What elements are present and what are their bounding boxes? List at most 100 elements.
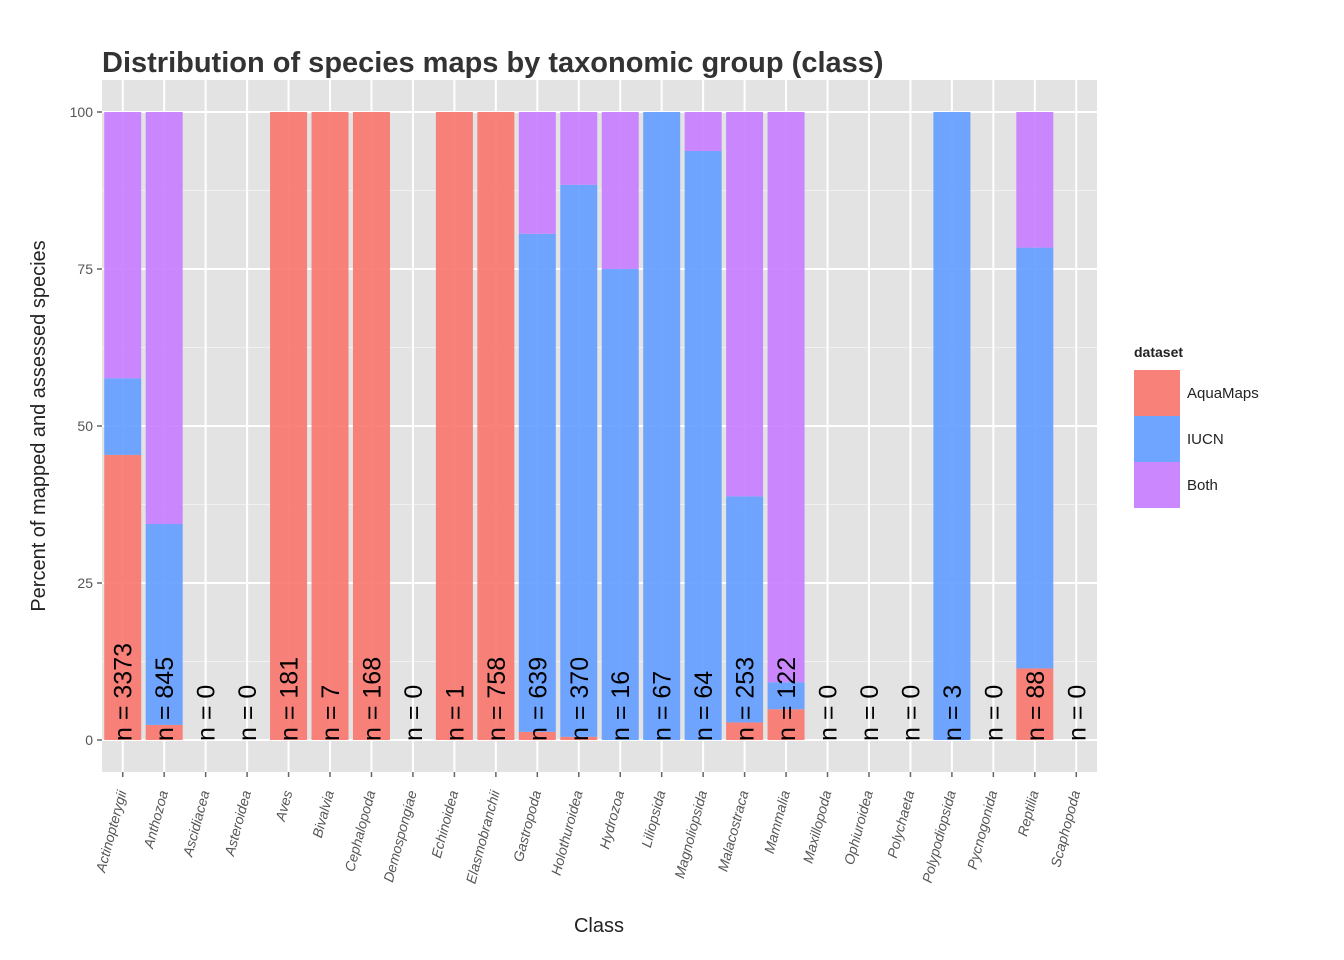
x-tick-label: Cephalopoda	[341, 788, 378, 873]
x-tick-label: Magnoliopsida	[671, 788, 710, 880]
bar-count-label: n = 0	[234, 685, 262, 741]
bar-count-label: n = 758	[483, 657, 511, 741]
bar-count-label: n = 3	[939, 685, 967, 741]
x-tick-label: Scaphopoda	[1047, 788, 1083, 868]
legend-swatch-aquamaps	[1134, 370, 1180, 416]
y-tick-label: 50	[77, 418, 93, 434]
bar-segment-both	[684, 112, 722, 151]
bar-labels: n = 3373 n = 845 n = 0 n = 0 n = 181 n = 7 n =…	[110, 643, 1092, 741]
x-tick-label: Aves	[272, 789, 296, 824]
legend-title: dataset	[1134, 344, 1183, 360]
bar-segment-aquamaps	[270, 112, 308, 740]
bar-count-label: n = 181	[276, 657, 304, 741]
legend-label-iucn: IUCN	[1187, 431, 1224, 448]
bar-count-label: n = 0	[400, 685, 428, 741]
bar-count-label: n = 253	[732, 657, 760, 741]
bar-count-label: n = 0	[815, 685, 843, 741]
y-tick-label: 75	[77, 261, 93, 277]
x-tick-label: Echinoidea	[428, 788, 461, 859]
bar-segment-aquamaps	[435, 112, 473, 740]
bar-segment-both	[104, 112, 142, 379]
bar-count-label: n = 16	[607, 671, 635, 741]
bar-segment-iucn	[767, 682, 805, 710]
x-tick-label: Liliopsida	[638, 788, 669, 849]
x-tick-label: Pycnogonida	[964, 788, 1000, 871]
y-tick-label: 0	[85, 732, 93, 748]
bar-segment-iucn	[684, 150, 722, 740]
legend: dataset AquaMaps IUCN Both	[1134, 344, 1259, 508]
x-tick-label: Elasmobranchii	[463, 788, 503, 885]
bar-segment-iucn	[726, 496, 764, 723]
x-tick-label: Bivalvia	[309, 788, 337, 839]
chart-title: Distribution of species maps by taxonomi…	[102, 47, 884, 79]
bar-count-label: n = 0	[897, 685, 925, 741]
x-tick-label: Demospongiae	[380, 788, 420, 883]
bar-segment-iucn	[643, 112, 681, 740]
x-tick-label: Asteroidea	[221, 788, 254, 858]
bar-count-label: n = 3373	[110, 643, 138, 741]
x-tick-label: Actinopterygii	[92, 788, 130, 875]
y-axis-label: Percent of mapped and assessed species	[28, 240, 50, 611]
x-tick-label: Mammalia	[761, 788, 793, 855]
legend-label-aquamaps: AquaMaps	[1187, 385, 1259, 402]
grid-minor	[102, 190, 1097, 662]
bar-segment-both	[560, 112, 598, 185]
bar-count-label: n = 0	[1063, 685, 1091, 741]
bar-count-label: n = 0	[856, 685, 884, 741]
y-axis: 0 25 50 75 100	[70, 104, 102, 748]
bar-segment-iucn	[560, 184, 598, 737]
bar-segment-aquamaps	[726, 722, 764, 740]
bar-segment-iucn	[518, 233, 556, 732]
bars	[104, 112, 1054, 740]
y-tick-label: 25	[77, 575, 93, 591]
bar-count-label: n = 0	[193, 685, 221, 741]
bar-count-label: n = 1	[441, 685, 469, 741]
bar-count-label: n = 67	[649, 671, 677, 741]
bar-count-label: n = 7	[317, 685, 345, 741]
x-tick-label: Ascidiacea	[179, 788, 212, 859]
y-tick-label: 100	[70, 104, 94, 120]
bar-count-label: n = 0	[980, 685, 1008, 741]
bar-count-label: n = 122	[773, 657, 801, 741]
bar-segment-both	[1016, 112, 1054, 248]
x-tick-label: Gastropoda	[510, 788, 544, 863]
bar-count-label: n = 168	[358, 657, 386, 741]
bar-count-label: n = 639	[524, 657, 552, 741]
x-tick-label: Malacostraca	[714, 788, 751, 873]
bar-segment-both	[767, 112, 805, 683]
bar-segment-aquamaps	[145, 724, 183, 740]
bar-segment-aquamaps	[1016, 668, 1054, 740]
bar-segment-both	[726, 112, 764, 497]
bar-count-label: n = 370	[566, 657, 594, 741]
x-axis: Actinopterygii Anthozoa Ascidiacea Asteroid…	[92, 772, 1083, 885]
bar-segment-aquamaps	[560, 736, 598, 740]
bar-segment-aquamaps	[518, 731, 556, 740]
bar-segment-both	[601, 112, 639, 269]
x-tick-label: Polypodiopsida	[919, 788, 959, 884]
x-tick-label: Anthozoa	[140, 788, 171, 850]
bar-segment-aquamaps	[767, 709, 805, 740]
x-tick-label: Polychaeta	[884, 788, 917, 859]
bar-segment-aquamaps	[477, 112, 515, 740]
bar-segment-aquamaps	[352, 112, 390, 740]
x-tick-label: Hydrozoa	[596, 788, 627, 850]
bar-count-label: n = 64	[690, 671, 718, 741]
bar-segment-iucn	[145, 523, 183, 725]
x-axis-label: Class	[574, 915, 624, 937]
bar-segment-aquamaps	[104, 454, 142, 740]
bar-segment-both	[518, 112, 556, 234]
legend-label-both: Both	[1187, 477, 1218, 494]
bar-segment-iucn	[1016, 247, 1054, 669]
x-tick-label: Maxillopoda	[800, 788, 835, 865]
bar-count-label: n = 88	[1022, 671, 1050, 741]
bar-segment-both	[145, 112, 183, 524]
legend-swatch-iucn	[1134, 416, 1180, 462]
legend-items: AquaMaps IUCN Both	[1134, 370, 1259, 508]
bar-count-label: n = 845	[151, 657, 179, 741]
legend-swatch-both	[1134, 462, 1180, 508]
bar-segment-iucn	[601, 269, 639, 740]
bar-segment-iucn	[104, 378, 142, 455]
x-tick-label: Ophiuroidea	[841, 788, 876, 866]
